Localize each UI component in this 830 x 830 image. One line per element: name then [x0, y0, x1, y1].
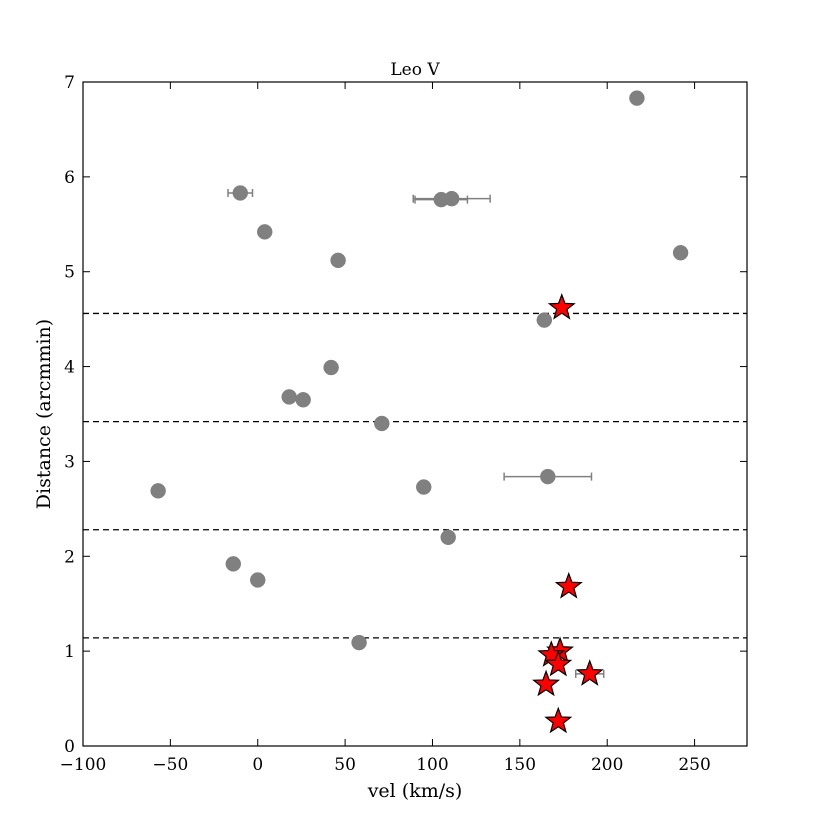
circle-point: [374, 415, 390, 432]
circle-point: [323, 359, 339, 376]
circle-point: [330, 252, 346, 269]
star-point: [547, 293, 576, 320]
circle-point: [281, 389, 297, 405]
reference-lines: [83, 312, 747, 639]
x-tick-label: 50: [334, 755, 356, 775]
circle-point: [256, 224, 273, 240]
y-tick-label: 0: [64, 737, 75, 757]
circle-point: [443, 190, 460, 207]
star-point: [532, 669, 561, 697]
y-tick-label: 3: [64, 452, 75, 472]
star-point: [544, 706, 573, 734]
circle-point: [232, 185, 249, 201]
circle-point: [672, 244, 689, 261]
y-tick-label: 4: [64, 358, 75, 378]
plot-frame: [82, 81, 748, 747]
y-tick-label: 6: [64, 168, 75, 188]
y-axis-label: Distance (arcmmin): [33, 319, 55, 509]
x-tick-label: 0: [252, 755, 263, 775]
error-bars: [227, 188, 687, 678]
y-tick-label: 7: [64, 73, 75, 93]
star-point: [575, 659, 604, 686]
y-tick-label: 2: [64, 547, 75, 567]
circle-point: [295, 392, 311, 408]
circle-point: [249, 572, 266, 588]
circle-point: [540, 468, 556, 485]
axis-ticks: −100 −50 0 50 100 150 200 250 0 1 2 3 4 5 6 7: [60, 73, 747, 775]
x-tick-label: 100: [416, 755, 448, 775]
y-tick-label: 5: [64, 263, 75, 283]
x-tick-label: 150: [504, 755, 536, 775]
circle-point: [440, 529, 456, 546]
x-tick-label: 200: [591, 755, 623, 775]
circle-point: [225, 556, 242, 572]
x-tick-label: 250: [678, 755, 710, 775]
circle-point: [415, 479, 432, 495]
x-axis-label: vel (km/s): [367, 780, 463, 802]
chart-title: Leo V: [390, 60, 440, 80]
x-tick-label: −50: [152, 755, 188, 775]
circle-point: [150, 483, 166, 499]
circle-point: [629, 90, 645, 106]
circle-point: [351, 634, 367, 651]
star-point: [554, 571, 583, 599]
star-point: [544, 649, 573, 677]
x-tick-label: −100: [60, 755, 107, 775]
circle-point: [536, 312, 553, 328]
y-tick-label: 1: [64, 642, 75, 662]
data-points: [150, 90, 689, 734]
